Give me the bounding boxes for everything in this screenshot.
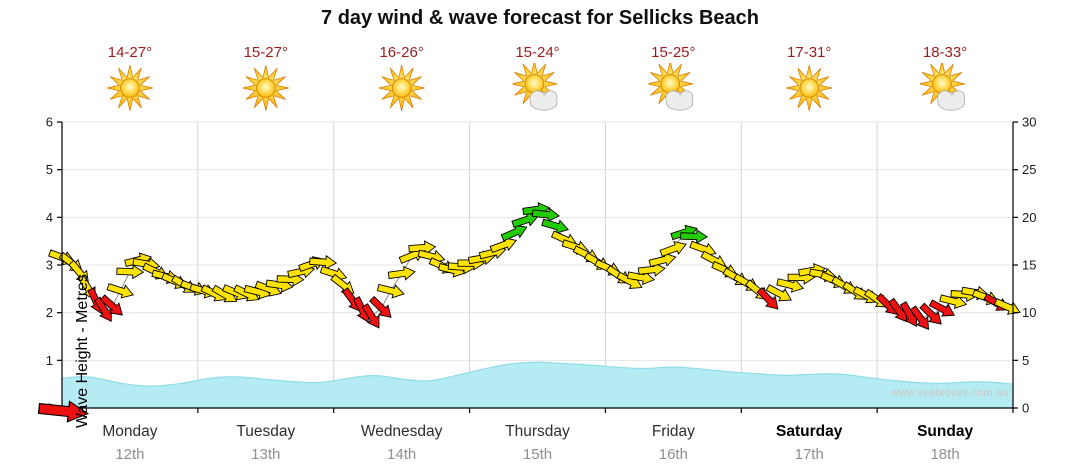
- right-axis-tick-label: 30: [1022, 115, 1036, 130]
- left-axis-tick-label: 5: [46, 162, 53, 177]
- sun-icon: [242, 64, 290, 112]
- sun-icon: [785, 64, 833, 112]
- wind-arrow: [659, 240, 687, 257]
- date-label: 18th: [930, 446, 959, 463]
- day-label: Monday: [102, 423, 157, 440]
- wind-arrow: [106, 283, 135, 299]
- left-axis-tick-label: 2: [46, 305, 53, 320]
- left-axis-tick-label: 1: [46, 353, 53, 368]
- date-label: 17th: [795, 446, 824, 463]
- left-axis-tick-label: 6: [46, 115, 53, 130]
- day-label: Sunday: [917, 423, 973, 440]
- wind-arrow: [531, 207, 560, 223]
- left-axis-tick-label: 3: [46, 258, 53, 273]
- temperature-label: 15-27°: [244, 44, 288, 61]
- right-axis-tick-label: 5: [1022, 353, 1029, 368]
- now-wind-arrow: [37, 400, 90, 423]
- page-title: 7 day wind & wave forecast for Sellicks …: [321, 7, 759, 29]
- right-axis-tick-label: 10: [1022, 305, 1036, 320]
- sun-icon: [106, 64, 154, 112]
- wind-arrow: [909, 305, 930, 331]
- day-label: Wednesday: [361, 423, 443, 440]
- sun-cloud-icon: [920, 63, 966, 111]
- temperature-label: 18-33°: [923, 44, 967, 61]
- wind-arrow: [765, 284, 792, 302]
- day-label: Saturday: [776, 423, 843, 440]
- wind-arrow: [919, 302, 942, 325]
- wind-arrow: [680, 229, 709, 244]
- date-label: 16th: [659, 446, 688, 463]
- wind-arrow: [928, 299, 956, 317]
- right-axis-tick-label: 0: [1022, 401, 1029, 416]
- sun-cloud-icon: [512, 63, 558, 111]
- wind-arrow: [376, 283, 405, 299]
- temperature-label: 15-24°: [515, 44, 559, 61]
- wind-arrow: [387, 265, 416, 281]
- temperature-label: 16-26°: [379, 44, 423, 61]
- day-label: Tuesday: [236, 423, 295, 440]
- right-axis-tick-label: 15: [1022, 258, 1036, 273]
- right-axis-tick-label: 20: [1022, 210, 1036, 225]
- wave-height-line: [61, 361, 1014, 387]
- date-label: 14th: [387, 446, 416, 463]
- wind-arrow: [369, 295, 392, 318]
- gridlines: [62, 121, 1013, 408]
- wind-arrow: [500, 224, 528, 242]
- wind-arrow: [756, 287, 779, 310]
- date-label: 15th: [523, 446, 552, 463]
- wind-arrow: [361, 303, 380, 329]
- wind-arrow: [116, 264, 145, 280]
- day-label: Friday: [652, 423, 695, 440]
- wind-arrow: [776, 278, 805, 293]
- date-label: 13th: [251, 446, 280, 463]
- wind-arrow: [309, 254, 338, 270]
- left-axis-title: Wave Height - Metres: [74, 274, 92, 429]
- day-label: Thursday: [505, 423, 570, 440]
- left-axis-tick-label: 4: [46, 210, 53, 225]
- wave-height-area: [62, 362, 1013, 408]
- right-axis-tick-label: 25: [1022, 162, 1036, 177]
- temperature-label: 17-31°: [787, 44, 831, 61]
- watermark: www.seabreeze.com.au: [891, 387, 1008, 399]
- date-label: 12th: [115, 446, 144, 463]
- wind-arrow: [408, 240, 437, 256]
- temperature-label: 15-25°: [651, 44, 695, 61]
- wind-arrow: [93, 296, 112, 322]
- temperature-label: 14-27°: [108, 44, 152, 61]
- wind-arrow: [99, 294, 123, 316]
- wind-arrows: [48, 202, 1021, 331]
- wind-arrow: [541, 218, 569, 234]
- sun-icon: [378, 64, 426, 112]
- sun-cloud-icon: [648, 63, 694, 111]
- wind-arrow: [939, 294, 968, 310]
- wind-arrow: [511, 212, 539, 228]
